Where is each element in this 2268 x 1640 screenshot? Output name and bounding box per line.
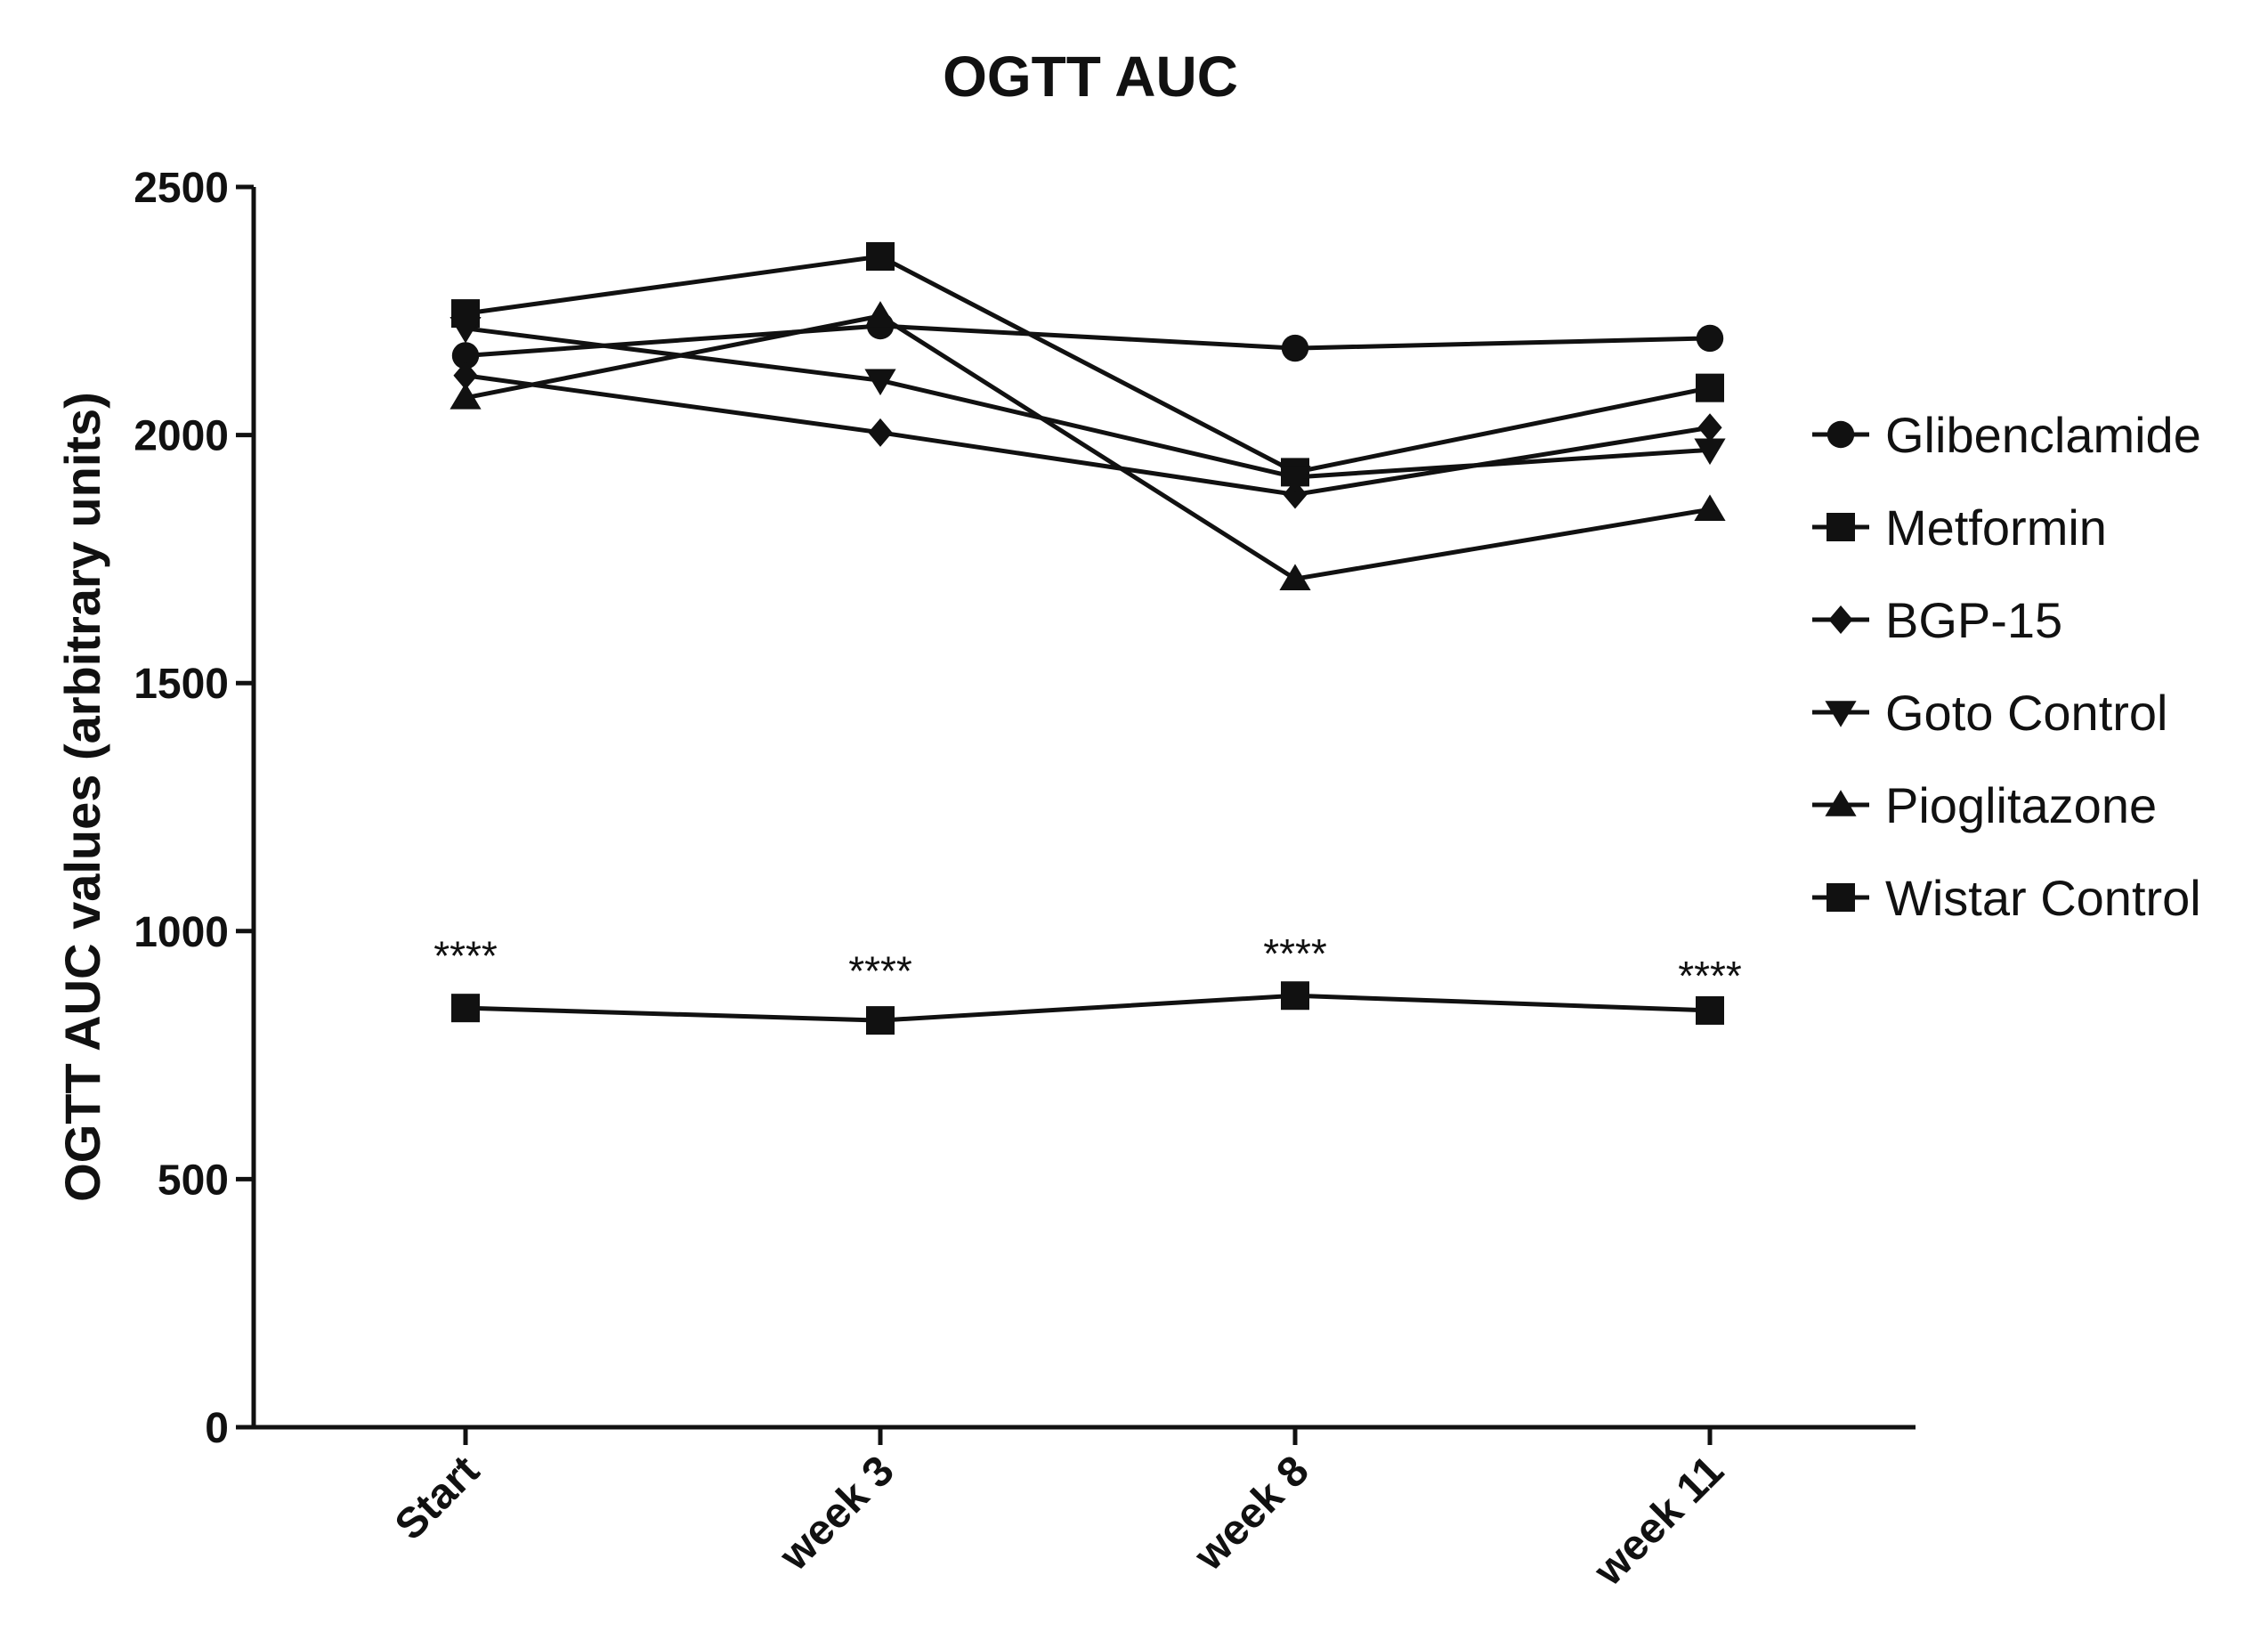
y-tick-label-2500: 2500	[134, 165, 229, 212]
series-line-metformin	[465, 254, 1711, 475]
legend-marker-metformin	[1827, 513, 1855, 541]
significance-annotation-week-8: ****	[1263, 930, 1327, 977]
data-point-goto-control-week-11	[1694, 438, 1726, 466]
data-point-pioglitazone-week-8	[1279, 564, 1311, 590]
legend-item-goto-control: Goto Control	[1812, 685, 2168, 741]
legend-item-glibenclamide: Glibenclamide	[1812, 407, 2201, 463]
legend-item-metformin: Metformin	[1812, 499, 2107, 556]
series-line-wistar-control	[465, 993, 1711, 1023]
series-glibenclamide	[451, 312, 1724, 369]
series-wistar-control	[451, 981, 1724, 1035]
legend-marker-goto-control	[1825, 701, 1857, 727]
series-bgp-15	[453, 361, 1722, 509]
legend-label-goto-control: Goto Control	[1885, 685, 2168, 741]
x-tick-label-week-11: week 11	[1584, 1447, 1733, 1595]
y-tick-label-500: 500	[158, 1157, 229, 1204]
data-point-pioglitazone-start	[450, 383, 482, 410]
legend-label-glibenclamide: Glibenclamide	[1885, 407, 2201, 463]
y-tick-label-1000: 1000	[134, 909, 229, 956]
axes: 0 500 1000 1500 2000 2500 Start week 3 week 8 wee…	[134, 165, 1916, 1595]
data-point-wistar-control-week-8	[1281, 981, 1309, 1011]
legend-label-wistar-control: Wistar Control	[1885, 870, 2201, 926]
data-point-bgp-15-week-3	[868, 418, 893, 447]
data-point-goto-control-start	[450, 317, 482, 344]
series-pioglitazone	[450, 301, 1726, 590]
annotations: **** **** **** ****	[433, 930, 1742, 999]
y-axis-label: OGTT AUC values (arbitrary units)	[54, 392, 110, 1202]
legend: Glibenclamide Metformin BGP-15 Goto Control…	[1812, 407, 2201, 926]
significance-annotation-week-11: ****	[1678, 953, 1742, 999]
series-metformin	[451, 242, 1724, 487]
chart-title: OGTT AUC	[943, 45, 1238, 109]
data-point-glibenclamide-start	[451, 342, 480, 369]
data-point-pioglitazone-week-3	[864, 301, 896, 328]
legend-marker-pioglitazone	[1825, 790, 1857, 816]
significance-annotation-week-3: ****	[848, 947, 912, 994]
data-point-glibenclamide-week-11	[1696, 324, 1724, 353]
y-tick-label-2000: 2000	[134, 413, 229, 460]
series-line-goto-control	[465, 326, 1711, 480]
legend-item-pioglitazone: Pioglitazone	[1812, 777, 2157, 833]
data-point-glibenclamide-week-8	[1281, 334, 1309, 362]
data-point-goto-control-week-8	[1279, 466, 1311, 492]
legend-marker-wistar-control	[1827, 883, 1855, 912]
data-point-bgp-15-week-8	[1283, 480, 1308, 509]
y-tick-label-1500: 1500	[134, 661, 229, 708]
legend-marker-glibenclamide	[1827, 420, 1855, 449]
series-goto-control	[450, 317, 1726, 492]
data-point-wistar-control-start	[451, 994, 480, 1023]
legend-item-wistar-control: Wistar Control	[1812, 870, 2201, 926]
legend-marker-bgp-15	[1828, 605, 1853, 634]
x-tick-label-week-3: week 3	[770, 1447, 903, 1580]
series-line-glibenclamide	[465, 323, 1711, 358]
data-point-wistar-control-week-11	[1696, 995, 1724, 1025]
legend-label-pioglitazone: Pioglitazone	[1885, 777, 2157, 833]
legend-item-bgp-15: BGP-15	[1812, 592, 2062, 648]
data-point-bgp-15-start	[453, 361, 478, 390]
x-tick-label-week-8: week 8	[1185, 1447, 1318, 1580]
series-line-bgp-15	[465, 373, 1711, 497]
legend-label-bgp-15: BGP-15	[1885, 592, 2062, 648]
data-point-metformin-week-11	[1696, 373, 1724, 402]
data-point-goto-control-week-3	[864, 369, 896, 396]
legend-label-metformin: Metformin	[1885, 499, 2107, 556]
series-line-pioglitazone	[465, 313, 1711, 581]
data-point-bgp-15-week-11	[1697, 413, 1722, 442]
data-point-metformin-week-3	[866, 242, 895, 272]
data-point-pioglitazone-week-11	[1694, 494, 1726, 521]
significance-annotation-start: ****	[433, 933, 498, 979]
x-tick-label-start: Start	[386, 1447, 489, 1549]
y-tick-label-0: 0	[205, 1405, 229, 1452]
series-layer	[450, 242, 1726, 1035]
data-point-wistar-control-week-3	[866, 1006, 895, 1035]
